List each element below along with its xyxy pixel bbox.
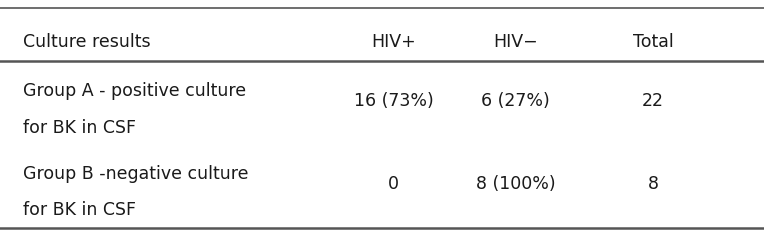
Text: Group A - positive culture: Group A - positive culture bbox=[23, 82, 246, 100]
Text: Culture results: Culture results bbox=[23, 33, 151, 51]
Text: 8 (100%): 8 (100%) bbox=[476, 175, 555, 193]
Text: 8: 8 bbox=[648, 175, 659, 193]
Text: HIV+: HIV+ bbox=[371, 33, 416, 51]
Text: Group B -negative culture: Group B -negative culture bbox=[23, 165, 248, 183]
Text: for BK in CSF: for BK in CSF bbox=[23, 201, 136, 219]
Text: 0: 0 bbox=[388, 175, 399, 193]
Text: 16 (73%): 16 (73%) bbox=[354, 92, 433, 110]
Text: for BK in CSF: for BK in CSF bbox=[23, 119, 136, 137]
Text: 22: 22 bbox=[643, 92, 664, 110]
Text: 6 (27%): 6 (27%) bbox=[481, 92, 550, 110]
Text: HIV−: HIV− bbox=[494, 33, 538, 51]
Text: Total: Total bbox=[633, 33, 674, 51]
